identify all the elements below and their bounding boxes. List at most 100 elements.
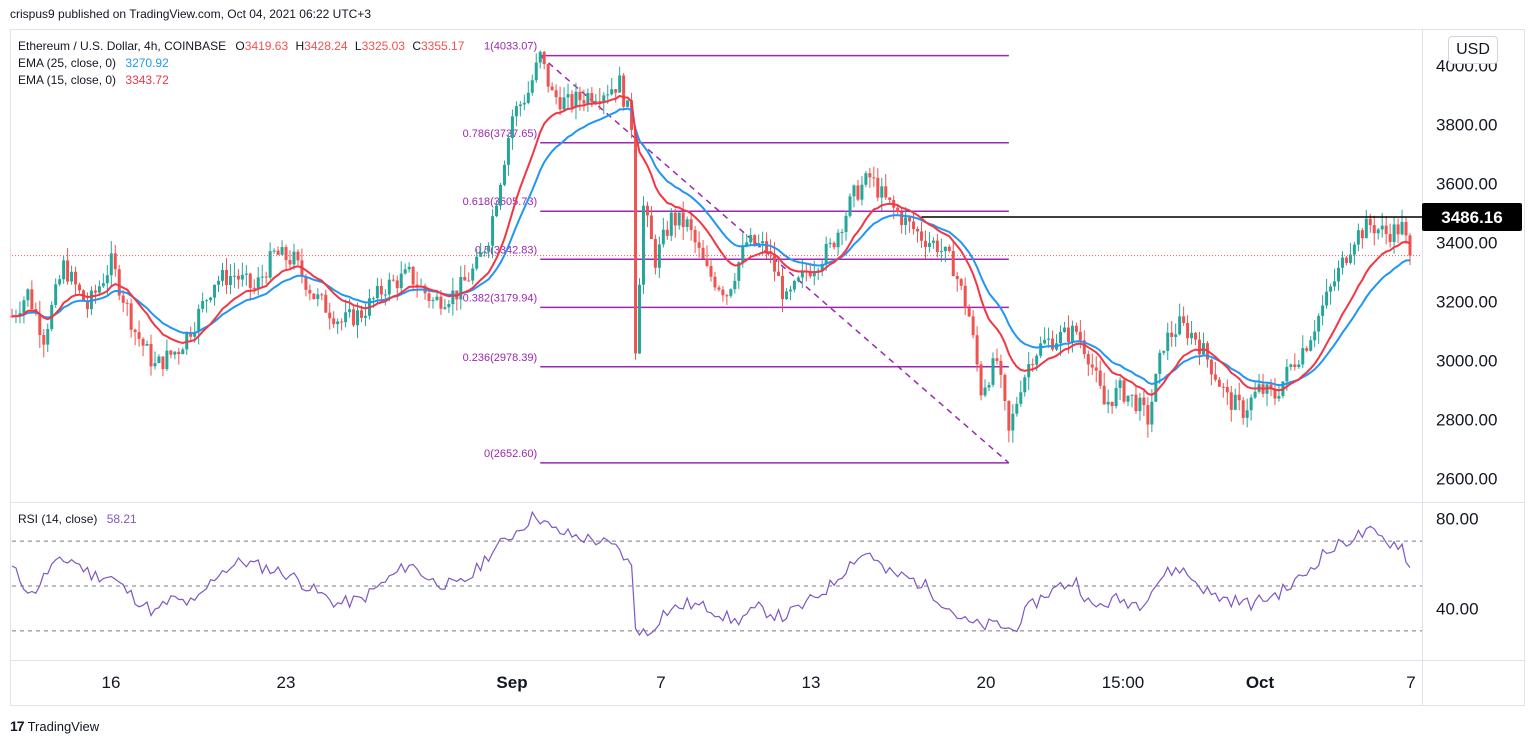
candle-body [1400,221,1404,235]
ema25-value: 3270.92 [125,56,169,70]
candle-body [951,251,955,277]
candle-body [701,247,705,259]
ema-layer [11,94,1422,396]
candle-body [824,243,828,265]
candle-body [709,265,713,277]
candle-body [1019,392,1023,404]
candle-body [427,293,431,301]
candle-body [626,100,630,107]
candle-body [248,273,252,288]
candle-body [943,246,947,252]
candle-body [451,290,455,305]
candle-body [22,300,26,314]
candle-body [1190,332,1194,339]
candle-body [983,387,987,396]
candle-body [638,284,642,354]
chart-legend: Ethereum / U.S. Dollar, 4h, COINBASE O34… [18,38,464,89]
candle-body [177,351,181,355]
currency-button[interactable]: USD [1448,36,1498,64]
ema15-label: EMA (15, close, 0) [18,73,117,87]
candle-body [93,290,97,293]
candle-body [395,280,399,289]
candle-body [201,301,205,309]
candle-body [387,279,391,295]
candle-body [467,280,471,282]
candle-body [1086,354,1090,365]
horizontal-level[interactable]: 3486.16 [921,202,1522,231]
candle-body [578,91,582,101]
candle-body [499,184,503,206]
candle-body [1130,394,1134,396]
candle-body [1245,410,1249,418]
time-axis[interactable]: 16 23 Sep 7 13 20 15:00 Oct 7 [102,673,1416,692]
fibonacci-retracement[interactable]: 1(4033.07)0.786(3737.65)0.618(3505.73)0.… [463,41,1010,464]
candle-body [634,130,638,354]
candle-body [483,251,487,253]
candle-body [840,232,844,234]
candle-body [74,271,78,285]
candle-body [153,362,157,367]
candle-body [550,86,554,91]
candle-body [1388,233,1392,243]
candle-body [1305,348,1309,351]
candle-body [431,299,435,301]
candles-layer [10,50,1412,443]
candle-body [955,276,959,280]
candle-body [761,241,765,244]
candle-body [220,270,224,281]
candle-body [796,277,800,281]
candle-body [566,94,570,98]
candle-body [836,232,840,248]
candle-body [1249,397,1253,411]
candle-body [304,275,308,290]
candle-body [1364,218,1368,239]
candle-body [1285,366,1289,382]
ema25-line [12,107,1411,387]
candle-body [360,310,363,318]
candle-body [506,138,510,165]
candle-body [256,277,260,289]
candle-body [1011,413,1015,431]
candle-body [46,329,50,345]
candle-body [268,251,272,278]
candle-body [244,273,248,275]
candle-body [1003,374,1007,401]
candle-body [1114,388,1118,407]
ema15-value: 3343.72 [125,73,169,87]
candle-body [681,212,685,228]
candle-body [495,205,499,217]
candle-body [1059,331,1062,344]
candle-body [1122,380,1126,402]
candle-body [1074,325,1078,332]
candle-body [1396,224,1400,235]
candle-body [884,186,888,198]
candle-body [1182,316,1186,323]
candle-body [316,294,320,299]
candle-body [773,253,777,272]
candle-body [661,229,665,245]
candle-body [1154,373,1158,402]
candle-body [562,97,566,110]
price-axis[interactable]: 2600.00 2800.00 3000.00 3200.00 3400.00 3600.… [1436,56,1497,488]
tradingview-footer[interactable]: 17 TradingView [10,718,99,734]
candle-body [157,356,161,363]
time-tick-label: 7 [656,673,665,692]
candle-body [276,250,280,255]
candle-body [1225,386,1229,393]
candle-body [856,185,860,200]
candle-body [872,177,876,179]
candle-body [165,350,169,370]
candle-body [379,285,383,295]
time-tick-label: Oct [1246,673,1275,692]
candle-body [721,289,725,296]
candle-body [340,321,344,323]
candle-body [1237,394,1241,401]
candle-body [1269,384,1273,389]
candle-body [1233,394,1237,410]
candle-body [352,309,356,326]
candle-body [828,242,832,244]
candle-body [435,296,439,300]
candle-body [240,274,244,280]
candle-body [1380,225,1384,230]
